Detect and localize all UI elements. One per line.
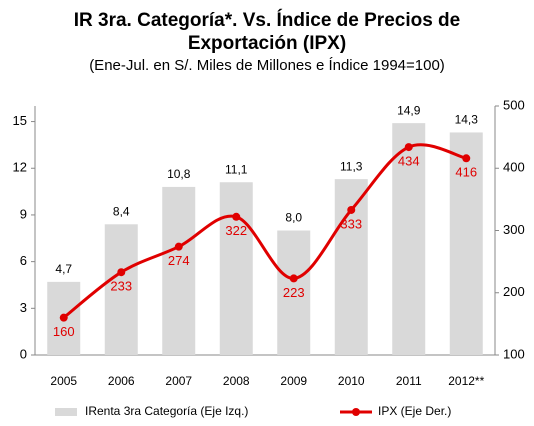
legend-label: IPX (Eje Der.) <box>378 404 451 418</box>
y-tick-label: 0 <box>20 346 27 361</box>
bar-label: 14,9 <box>397 103 421 117</box>
y2-tick-label: 500 <box>503 97 525 112</box>
line <box>62 143 467 319</box>
bar <box>219 182 253 355</box>
y2-tick-label: 300 <box>503 222 525 237</box>
bar <box>392 123 426 356</box>
y-tick-label: 6 <box>20 253 27 268</box>
chart-subtitle: (Ene-Jul. en S/. Miles de Millones e Índ… <box>89 57 445 74</box>
legend-swatch <box>55 408 77 416</box>
legend-swatch <box>352 408 360 416</box>
bar <box>277 230 311 355</box>
bar <box>449 132 483 355</box>
line-label: 434 <box>398 154 420 169</box>
line-point <box>347 205 356 214</box>
line-label: 160 <box>53 324 75 339</box>
line-point <box>117 268 126 277</box>
x-tick-label: 2005 <box>50 374 77 388</box>
line-point <box>59 313 68 322</box>
y-tick-label: 15 <box>13 113 27 128</box>
bar-label: 14,3 <box>455 113 479 127</box>
bar-label: 8,4 <box>113 204 130 218</box>
line-point <box>462 154 471 163</box>
x-tick-label: 2006 <box>108 374 135 388</box>
line-label: 322 <box>225 223 247 238</box>
line-point <box>174 242 183 251</box>
y-tick-label: 3 <box>20 300 27 315</box>
line-point <box>232 212 241 221</box>
line-label: 274 <box>168 253 190 268</box>
x-tick-label: 2011 <box>396 374 422 388</box>
x-tick-label: 2008 <box>223 374 250 388</box>
legend-label: IRenta 3ra Categoría (Eje Izq.) <box>85 404 248 418</box>
x-tick-label: 2009 <box>280 374 307 388</box>
bar-label: 10,8 <box>167 167 191 181</box>
x-tick-label: 2007 <box>165 374 192 388</box>
line-label: 416 <box>455 165 477 180</box>
line-point <box>404 143 413 152</box>
line-label: 223 <box>283 285 305 300</box>
x-tick-label: 2012** <box>448 374 484 388</box>
y2-tick-label: 100 <box>503 346 525 361</box>
y-tick-label: 12 <box>13 160 27 175</box>
chart-title: Exportación (IPX) <box>188 33 346 54</box>
bar <box>334 179 368 355</box>
line-label: 233 <box>110 279 132 294</box>
bar <box>162 186 196 355</box>
y-tick-label: 9 <box>20 206 27 221</box>
x-tick-label: 2010 <box>338 374 365 388</box>
bar-label: 4,7 <box>55 262 72 276</box>
y2-tick-label: 400 <box>503 160 525 175</box>
line-point <box>289 274 298 283</box>
y2-tick-label: 200 <box>503 284 525 299</box>
bar-label: 8,0 <box>285 211 302 225</box>
bar-label: 11,3 <box>340 159 363 173</box>
bar-label: 11,1 <box>225 162 248 176</box>
bar <box>104 224 138 355</box>
chart-title: IR 3ra. Categoría*. Vs. Índice de Precio… <box>74 9 461 31</box>
line-label: 333 <box>340 216 362 231</box>
